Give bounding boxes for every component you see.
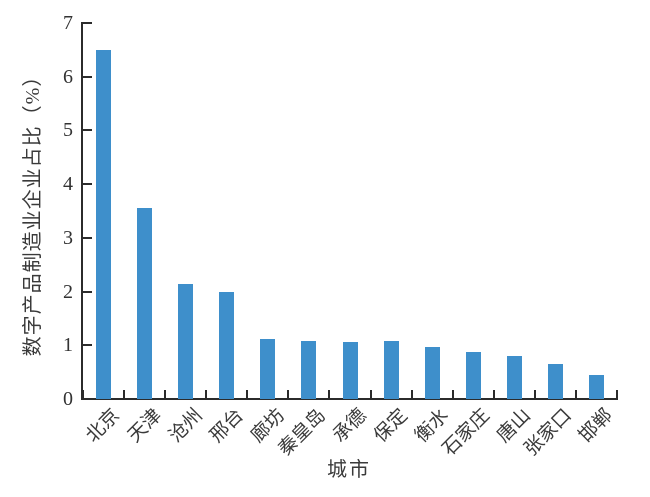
y-tick-label: 3 xyxy=(63,226,73,249)
y-tick xyxy=(83,129,92,132)
bar xyxy=(260,338,276,399)
bar xyxy=(547,364,563,399)
y-axis-line xyxy=(81,22,83,400)
y-tick xyxy=(83,236,92,239)
y-tick xyxy=(83,183,92,186)
x-tick-label: 沧州 xyxy=(164,405,207,447)
x-tick xyxy=(246,390,249,399)
y-tick-label: 7 xyxy=(63,12,73,34)
x-tick xyxy=(492,390,495,399)
bar xyxy=(383,341,399,399)
bar xyxy=(342,341,358,399)
x-tick xyxy=(123,390,126,399)
x-tick xyxy=(164,390,167,399)
y-tick xyxy=(83,344,92,347)
x-axis-line xyxy=(81,398,618,400)
x-tick xyxy=(82,390,84,399)
y-tick xyxy=(83,398,92,400)
x-tick-label: 北京 xyxy=(82,405,125,447)
bar xyxy=(96,49,111,399)
x-tick xyxy=(205,390,208,399)
y-tick-label: 2 xyxy=(63,280,73,303)
bar xyxy=(506,356,522,399)
x-tick xyxy=(287,390,290,399)
x-tick-label: 承德 xyxy=(329,405,371,447)
x-tick-label: 天津 xyxy=(123,405,166,447)
y-tick-label: 6 xyxy=(63,65,73,88)
bar xyxy=(424,347,440,399)
x-tick-label: 保定 xyxy=(370,405,412,447)
x-tick-label: 张家口 xyxy=(521,405,577,461)
x-tick xyxy=(533,390,536,399)
x-tick xyxy=(574,390,577,399)
y-tick xyxy=(83,290,92,293)
bar xyxy=(465,351,481,399)
y-tick-label: 1 xyxy=(63,334,73,357)
bar xyxy=(137,208,153,399)
bar xyxy=(219,291,235,399)
bar xyxy=(589,375,604,399)
bar xyxy=(178,283,194,399)
y-tick-label: 4 xyxy=(63,173,73,196)
x-tick xyxy=(369,390,372,399)
x-tick-label: 邢台 xyxy=(205,405,248,447)
y-tick-label: 5 xyxy=(63,119,73,142)
y-axis-title: 数字产品制造业企业占比（%） xyxy=(22,65,44,357)
x-tick xyxy=(410,390,413,399)
x-tick xyxy=(616,390,618,399)
x-tick-label: 邯郸 xyxy=(575,405,618,447)
y-tick-label: 0 xyxy=(63,388,73,410)
x-tick xyxy=(328,390,331,399)
x-tick xyxy=(451,390,454,399)
x-axis-title: 城市 xyxy=(327,459,371,481)
y-tick xyxy=(83,75,92,78)
bar xyxy=(301,341,317,399)
y-tick xyxy=(83,22,92,24)
